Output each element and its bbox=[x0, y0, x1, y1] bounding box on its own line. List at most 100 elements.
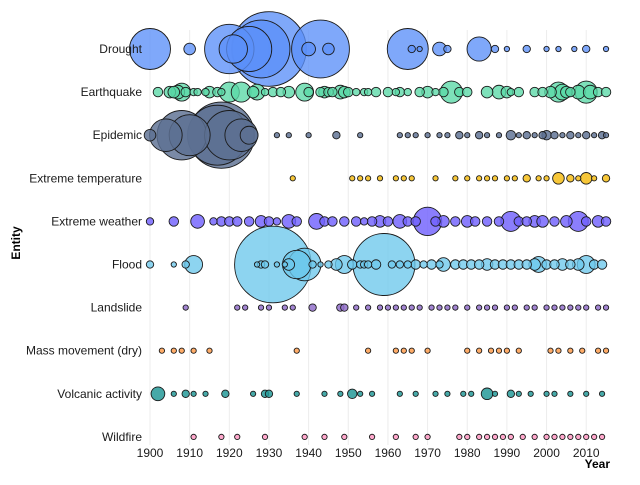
bubble-earthquake bbox=[201, 87, 210, 97]
bubble-wildfire bbox=[476, 433, 483, 441]
bubble-landslide bbox=[308, 303, 317, 312]
bubble-landslide bbox=[428, 304, 435, 311]
bubble-landslide bbox=[491, 304, 499, 311]
x-axis-title: Year bbox=[585, 457, 611, 471]
bubble-wildfire bbox=[591, 433, 598, 441]
bubble-flood bbox=[596, 259, 608, 270]
bubble-volcanic-activity bbox=[480, 387, 494, 401]
bubble-drought bbox=[322, 42, 335, 56]
bubble-landslide bbox=[531, 304, 538, 311]
bubble-mass-movement-dry bbox=[178, 347, 185, 354]
bubble-flood bbox=[549, 259, 560, 270]
bubble-mass-movement-dry bbox=[595, 347, 602, 354]
bubble-volcanic-activity bbox=[250, 390, 257, 397]
bubble-extreme-weather bbox=[600, 216, 612, 227]
bubble-flood bbox=[426, 259, 437, 270]
bubble-earthquake bbox=[382, 86, 394, 98]
bubble-flood bbox=[273, 261, 280, 268]
bubble-flood bbox=[181, 260, 190, 269]
bubble-extreme-weather bbox=[168, 216, 179, 227]
bubble-landslide bbox=[257, 304, 265, 311]
bubble-flood bbox=[387, 260, 397, 269]
x-tick-label: 2000 bbox=[533, 446, 560, 460]
bubble-landslide bbox=[511, 304, 518, 311]
bubble-landslide bbox=[408, 304, 415, 311]
bubble-earthquake bbox=[391, 87, 401, 97]
bubble-epidemic bbox=[566, 131, 575, 140]
bubble-landslide bbox=[384, 304, 392, 311]
bubble-epidemic bbox=[531, 132, 538, 139]
bubble-mass-movement-dry bbox=[547, 347, 554, 354]
bubble-epidemic bbox=[357, 132, 364, 139]
category-label-mass-movement-dry: Mass movement (dry) bbox=[26, 344, 142, 358]
bubble-landslide bbox=[464, 304, 471, 311]
bubble-flood bbox=[521, 259, 532, 270]
bubble-extreme-weather bbox=[327, 216, 338, 227]
bubble-earthquake bbox=[327, 86, 338, 98]
bubble-earthquake bbox=[193, 87, 202, 97]
category-label-extreme-weather: Extreme weather bbox=[51, 214, 142, 228]
bubble-landslide bbox=[559, 304, 566, 311]
bubble-drought bbox=[291, 19, 350, 79]
bubble-epidemic bbox=[559, 132, 566, 139]
bubble-flood bbox=[419, 260, 428, 269]
bubble-volcanic-activity bbox=[412, 390, 419, 397]
bubble-earthquake bbox=[152, 86, 164, 98]
bubble-wildfire bbox=[301, 433, 308, 441]
bubble-wildfire bbox=[392, 433, 399, 441]
bubble-volcanic-activity bbox=[293, 390, 300, 397]
bubble-volcanic-activity bbox=[321, 390, 328, 397]
bubble-volcanic-activity bbox=[506, 389, 516, 398]
bubble-extreme-weather bbox=[272, 217, 282, 226]
bubble-volcanic-activity bbox=[543, 390, 550, 397]
bubble-extreme-temperature bbox=[408, 175, 415, 182]
bubble-epidemic bbox=[436, 132, 443, 139]
bubble-extreme-weather bbox=[481, 216, 493, 227]
bubble-epidemic bbox=[550, 131, 559, 140]
bubble-landslide bbox=[476, 304, 483, 311]
bubble-mass-movement-dry bbox=[400, 347, 407, 354]
bubble-drought bbox=[582, 44, 591, 54]
category-label-landslide: Landslide bbox=[91, 301, 143, 315]
bubble-layer bbox=[129, 11, 612, 441]
bubble-flood bbox=[253, 261, 261, 268]
bubble-earthquake bbox=[414, 86, 425, 98]
bubble-earthquake bbox=[246, 85, 260, 99]
bubble-landslide bbox=[289, 304, 296, 311]
bubble-wildfire bbox=[412, 433, 419, 441]
bubble-volcanic-activity bbox=[583, 390, 590, 397]
series-extreme-weather bbox=[145, 206, 612, 237]
x-tick-label: 1960 bbox=[375, 446, 402, 460]
bubble-volcanic-activity bbox=[181, 389, 190, 398]
bubble-wildfire bbox=[261, 433, 269, 441]
bubble-flood bbox=[395, 260, 404, 269]
x-tick-label: 1990 bbox=[494, 446, 521, 460]
bubble-epidemic bbox=[591, 132, 598, 139]
bubble-flood bbox=[145, 260, 155, 269]
bubble-earthquake bbox=[260, 87, 270, 97]
bubble-wildfire bbox=[341, 433, 348, 441]
bubble-volcanic-activity bbox=[432, 390, 439, 397]
bubble-mass-movement-dry bbox=[567, 347, 574, 354]
bubble-drought bbox=[571, 45, 578, 53]
x-tick-label: 2010 bbox=[573, 446, 600, 460]
bubble-extreme-temperature bbox=[400, 175, 407, 182]
bubble-extreme-temperature bbox=[491, 175, 499, 182]
bubble-earthquake bbox=[403, 87, 412, 97]
bubble-landslide bbox=[265, 304, 273, 311]
bubble-earthquake bbox=[506, 87, 516, 97]
bubble-wildfire bbox=[368, 433, 376, 441]
bubble-epidemic bbox=[239, 125, 259, 145]
bubble-extreme-temperature bbox=[357, 175, 364, 182]
x-tick-label: 1970 bbox=[414, 446, 441, 460]
bubble-landslide bbox=[503, 304, 510, 311]
category-label-earthquake: Earthquake bbox=[81, 85, 143, 99]
bubble-flood bbox=[317, 261, 324, 268]
bubble-volcanic-activity bbox=[357, 390, 364, 397]
bubble-extreme-temperature bbox=[566, 174, 575, 183]
bubble-wildfire bbox=[575, 433, 582, 441]
bubble-volcanic-activity bbox=[347, 388, 358, 399]
bubble-flood bbox=[403, 260, 412, 269]
bubble-earthquake bbox=[438, 86, 449, 98]
bubble-flood bbox=[308, 260, 317, 269]
